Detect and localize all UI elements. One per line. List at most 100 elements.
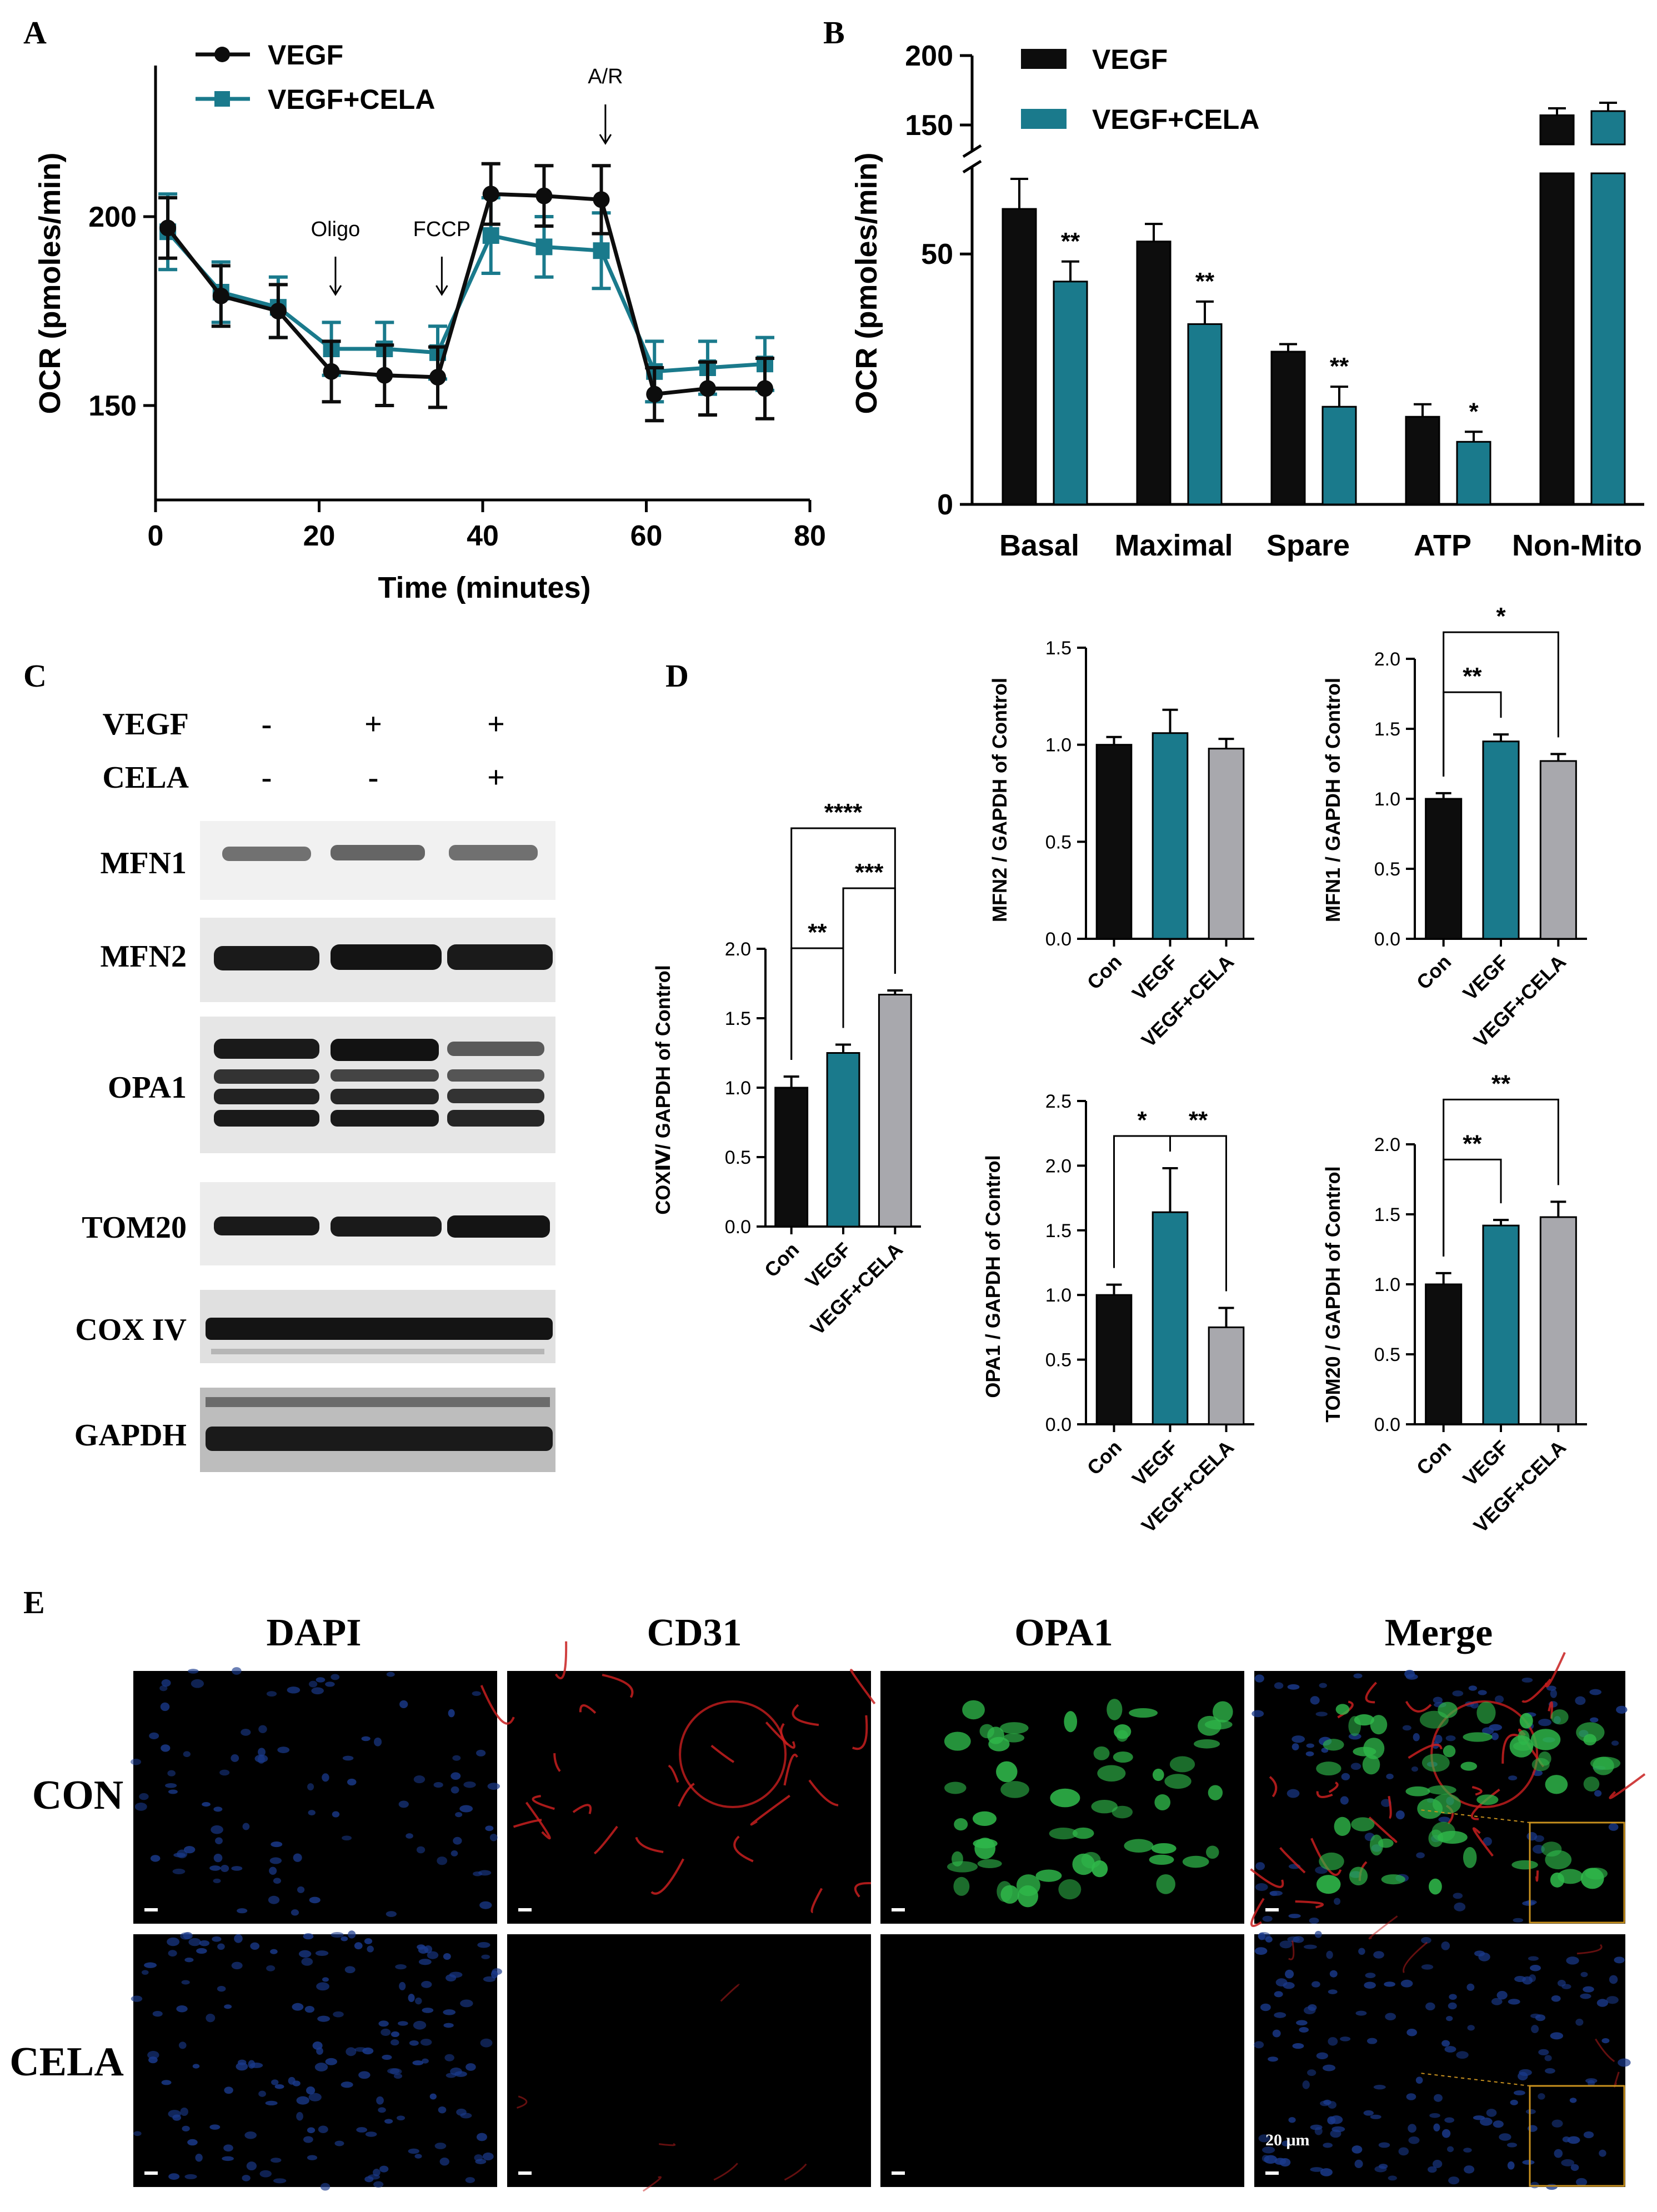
treatment-mark: - bbox=[368, 760, 379, 795]
nucleus bbox=[1438, 1816, 1450, 1823]
nucleus bbox=[1507, 2161, 1515, 2170]
nucleus bbox=[167, 1937, 180, 1946]
bar bbox=[1095, 1294, 1133, 1425]
nucleus bbox=[1274, 2158, 1286, 2165]
nucleus bbox=[211, 1825, 223, 1834]
vessel bbox=[784, 2163, 807, 2181]
nucleus bbox=[1281, 2140, 1290, 2147]
y-tick-label: 0.5 bbox=[1045, 1350, 1072, 1371]
nucleus bbox=[1530, 1965, 1541, 1971]
vessel bbox=[1609, 1773, 1646, 1799]
significance-label: ** bbox=[1061, 228, 1080, 255]
nucleus bbox=[1575, 1696, 1586, 1705]
nucleus bbox=[1580, 1971, 1588, 1978]
nucleus bbox=[1526, 1831, 1538, 1841]
nucleus bbox=[1258, 2134, 1270, 2143]
nucleus bbox=[1303, 2006, 1316, 2015]
nucleus bbox=[195, 2153, 203, 2162]
micrograph-cela-merge bbox=[1254, 1915, 1631, 2190]
nucleus bbox=[270, 1949, 278, 1954]
bar bbox=[1425, 1283, 1463, 1425]
vessel bbox=[602, 1674, 634, 1698]
nucleus bbox=[1433, 1696, 1443, 1704]
nucleus bbox=[325, 1681, 335, 1687]
y-tick-label: 1.0 bbox=[725, 1078, 751, 1099]
nucleus bbox=[1269, 1890, 1283, 1896]
vessel bbox=[1365, 1681, 1377, 1704]
nucleus bbox=[344, 1966, 356, 1974]
vessel bbox=[765, 1721, 796, 1749]
bar-chart-d-mfn1: 0.0 0.5 1.0 1.5 2.0 MFN1 / GAPDH of Control Co… bbox=[1321, 603, 1587, 1052]
vessel bbox=[532, 1795, 555, 1810]
micrograph-cela-dapi bbox=[131, 1930, 502, 2191]
nucleus bbox=[317, 2015, 331, 2022]
nucleus bbox=[188, 1669, 199, 1674]
nucleus bbox=[415, 1997, 422, 2005]
nucleus bbox=[1378, 2142, 1390, 2148]
nucleus bbox=[271, 2079, 279, 2085]
opa1-signal bbox=[1405, 1786, 1430, 1796]
nucleus bbox=[303, 1933, 314, 1940]
scale-bar bbox=[892, 2171, 905, 2175]
vessel bbox=[783, 1753, 798, 1786]
zoom-inset-frame bbox=[1529, 1821, 1625, 1924]
micrograph-background bbox=[133, 1671, 497, 1924]
nucleus bbox=[414, 2154, 422, 2159]
y-tick-label: 1.5 bbox=[1374, 719, 1400, 740]
vessel bbox=[1250, 1898, 1265, 1927]
nucleus bbox=[1551, 2119, 1563, 2128]
zoom-inset-connector bbox=[1421, 1809, 1530, 1823]
vessel bbox=[750, 1794, 790, 1826]
nucleus bbox=[459, 1805, 473, 1813]
nucleus bbox=[1408, 2124, 1416, 2133]
nucleus bbox=[1611, 1740, 1619, 1746]
nucleus bbox=[439, 2158, 449, 2166]
nucleus bbox=[453, 1836, 462, 1845]
panel-e-microscopy: DAPI CD31 OPA1 Merge CON CELA 20 μm bbox=[9, 1612, 1646, 2192]
nucleus bbox=[131, 1758, 142, 1765]
nucleus bbox=[1525, 1900, 1537, 1905]
nucleus bbox=[1341, 1773, 1350, 1780]
vessel bbox=[1269, 1776, 1278, 1798]
nucleus bbox=[443, 2023, 454, 2028]
nucleus bbox=[234, 1934, 243, 1943]
nucleus bbox=[1561, 1984, 1571, 1989]
nucleus bbox=[409, 2040, 419, 2046]
nucleus bbox=[191, 1679, 204, 1688]
nucleus bbox=[1499, 2133, 1511, 2141]
bar bbox=[878, 994, 912, 1228]
nucleus bbox=[449, 1971, 463, 1978]
bar bbox=[826, 1052, 860, 1228]
nucleus bbox=[1538, 1719, 1551, 1726]
nucleus bbox=[367, 1945, 374, 1953]
series-vegf bbox=[158, 162, 775, 423]
opa1-signal bbox=[987, 1726, 1004, 1744]
nucleus bbox=[465, 2177, 475, 2183]
vessel bbox=[517, 2095, 528, 2109]
opa1-signal bbox=[1206, 1845, 1219, 1859]
nucleus bbox=[1474, 1950, 1485, 1956]
nucleus bbox=[1590, 1717, 1599, 1723]
treatment-mark: + bbox=[487, 707, 505, 742]
y-tick-label: 50 bbox=[921, 238, 953, 271]
opa1-signal bbox=[974, 1838, 996, 1859]
row-label-cela: CELA bbox=[9, 2039, 124, 2085]
x-tick-label: 0 bbox=[148, 520, 164, 552]
vessel bbox=[710, 1744, 735, 1763]
bar-chart-d-mfn2: 0.0 0.5 1.0 1.5 MFN2 / GAPDH of Control Con VE… bbox=[988, 638, 1254, 1052]
opa1-signal bbox=[1585, 1867, 1608, 1880]
nucleus bbox=[188, 1938, 201, 1946]
nucleus bbox=[301, 1958, 313, 1966]
data-point bbox=[535, 187, 553, 204]
nucleus bbox=[1340, 2036, 1351, 2041]
data-point bbox=[646, 386, 663, 403]
nucleus bbox=[1614, 1956, 1625, 1964]
opa1-signal bbox=[972, 1811, 997, 1826]
micrograph-background bbox=[507, 1671, 871, 1924]
data-point bbox=[482, 186, 499, 203]
opa1-signal bbox=[1349, 1866, 1368, 1886]
significance-label: ** bbox=[1463, 663, 1482, 690]
legend-vegf-marker bbox=[214, 47, 230, 62]
series-line bbox=[166, 192, 765, 397]
